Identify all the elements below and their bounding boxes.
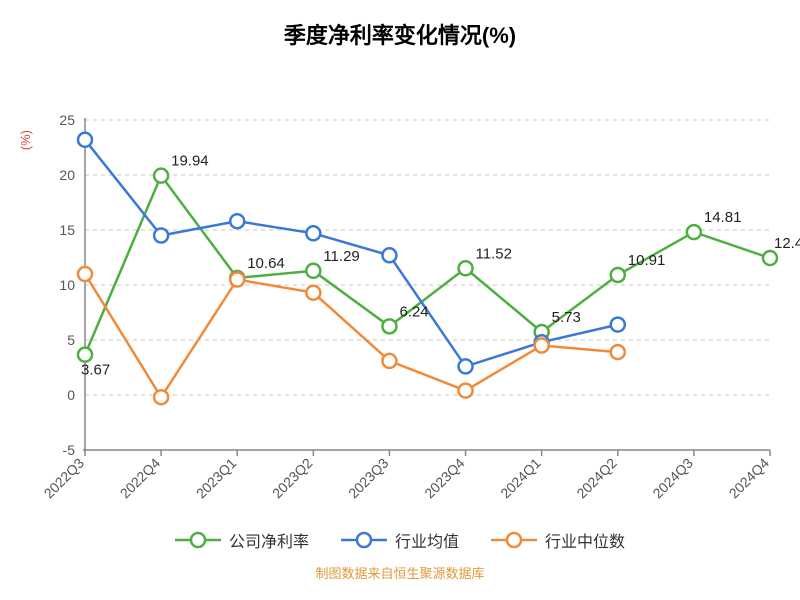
svg-text:-5: -5 <box>63 442 76 458</box>
svg-text:5.73: 5.73 <box>552 309 581 326</box>
svg-text:2024Q4: 2024Q4 <box>726 455 773 502</box>
svg-text:2023Q1: 2023Q1 <box>193 455 240 502</box>
svg-text:15: 15 <box>59 222 75 238</box>
chart-plot: -5 0 5 10 15 20 25 2022Q3 2022Q4 2023Q1 2023Q2 2023… <box>0 50 800 520</box>
legend-swatch <box>341 530 387 550</box>
svg-text:11.29: 11.29 <box>323 248 359 265</box>
legend-item: 公司净利率 <box>175 528 309 552</box>
svg-text:14.81: 14.81 <box>704 209 742 226</box>
svg-text:10.64: 10.64 <box>247 255 285 272</box>
svg-text:20: 20 <box>59 167 75 183</box>
svg-text:2024Q1: 2024Q1 <box>497 455 544 502</box>
svg-text:2023Q2: 2023Q2 <box>269 455 316 502</box>
svg-text:10: 10 <box>59 277 75 293</box>
svg-text:0: 0 <box>67 387 75 403</box>
svg-text:5: 5 <box>67 332 75 348</box>
legend-swatch <box>491 530 537 550</box>
svg-text:10.91: 10.91 <box>628 252 666 269</box>
svg-text:6.24: 6.24 <box>399 303 428 320</box>
svg-text:2023Q3: 2023Q3 <box>345 455 392 502</box>
svg-text:3.67: 3.67 <box>81 362 110 379</box>
svg-text:2023Q4: 2023Q4 <box>421 455 468 502</box>
svg-text:11.52: 11.52 <box>476 245 512 262</box>
svg-text:2024Q3: 2024Q3 <box>649 455 696 502</box>
svg-text:2022Q4: 2022Q4 <box>117 455 164 502</box>
svg-text:2022Q3: 2022Q3 <box>41 455 88 502</box>
footer-source: 制图数据来自恒生聚源数据库 <box>0 563 800 582</box>
svg-text:2024Q2: 2024Q2 <box>573 455 620 502</box>
chart-title: 季度净利率变化情况(%) <box>0 0 800 50</box>
svg-text:19.94: 19.94 <box>171 153 209 170</box>
legend-item: 行业均值 <box>341 528 459 552</box>
legend-swatch <box>175 530 221 550</box>
svg-text:25: 25 <box>59 112 75 128</box>
legend-label: 公司净利率 <box>229 528 309 552</box>
svg-text:12.45: 12.45 <box>774 235 800 252</box>
y-axis-label: (%) <box>18 130 33 150</box>
legend: 公司净利率 行业均值 行业中位数 <box>0 528 800 552</box>
legend-label: 行业中位数 <box>545 528 625 552</box>
legend-item: 行业中位数 <box>491 528 625 552</box>
legend-label: 行业均值 <box>395 528 459 552</box>
chart-container: 季度净利率变化情况(%) (%) -5 0 5 10 15 20 25 2022Q3 2022Q… <box>0 0 800 600</box>
